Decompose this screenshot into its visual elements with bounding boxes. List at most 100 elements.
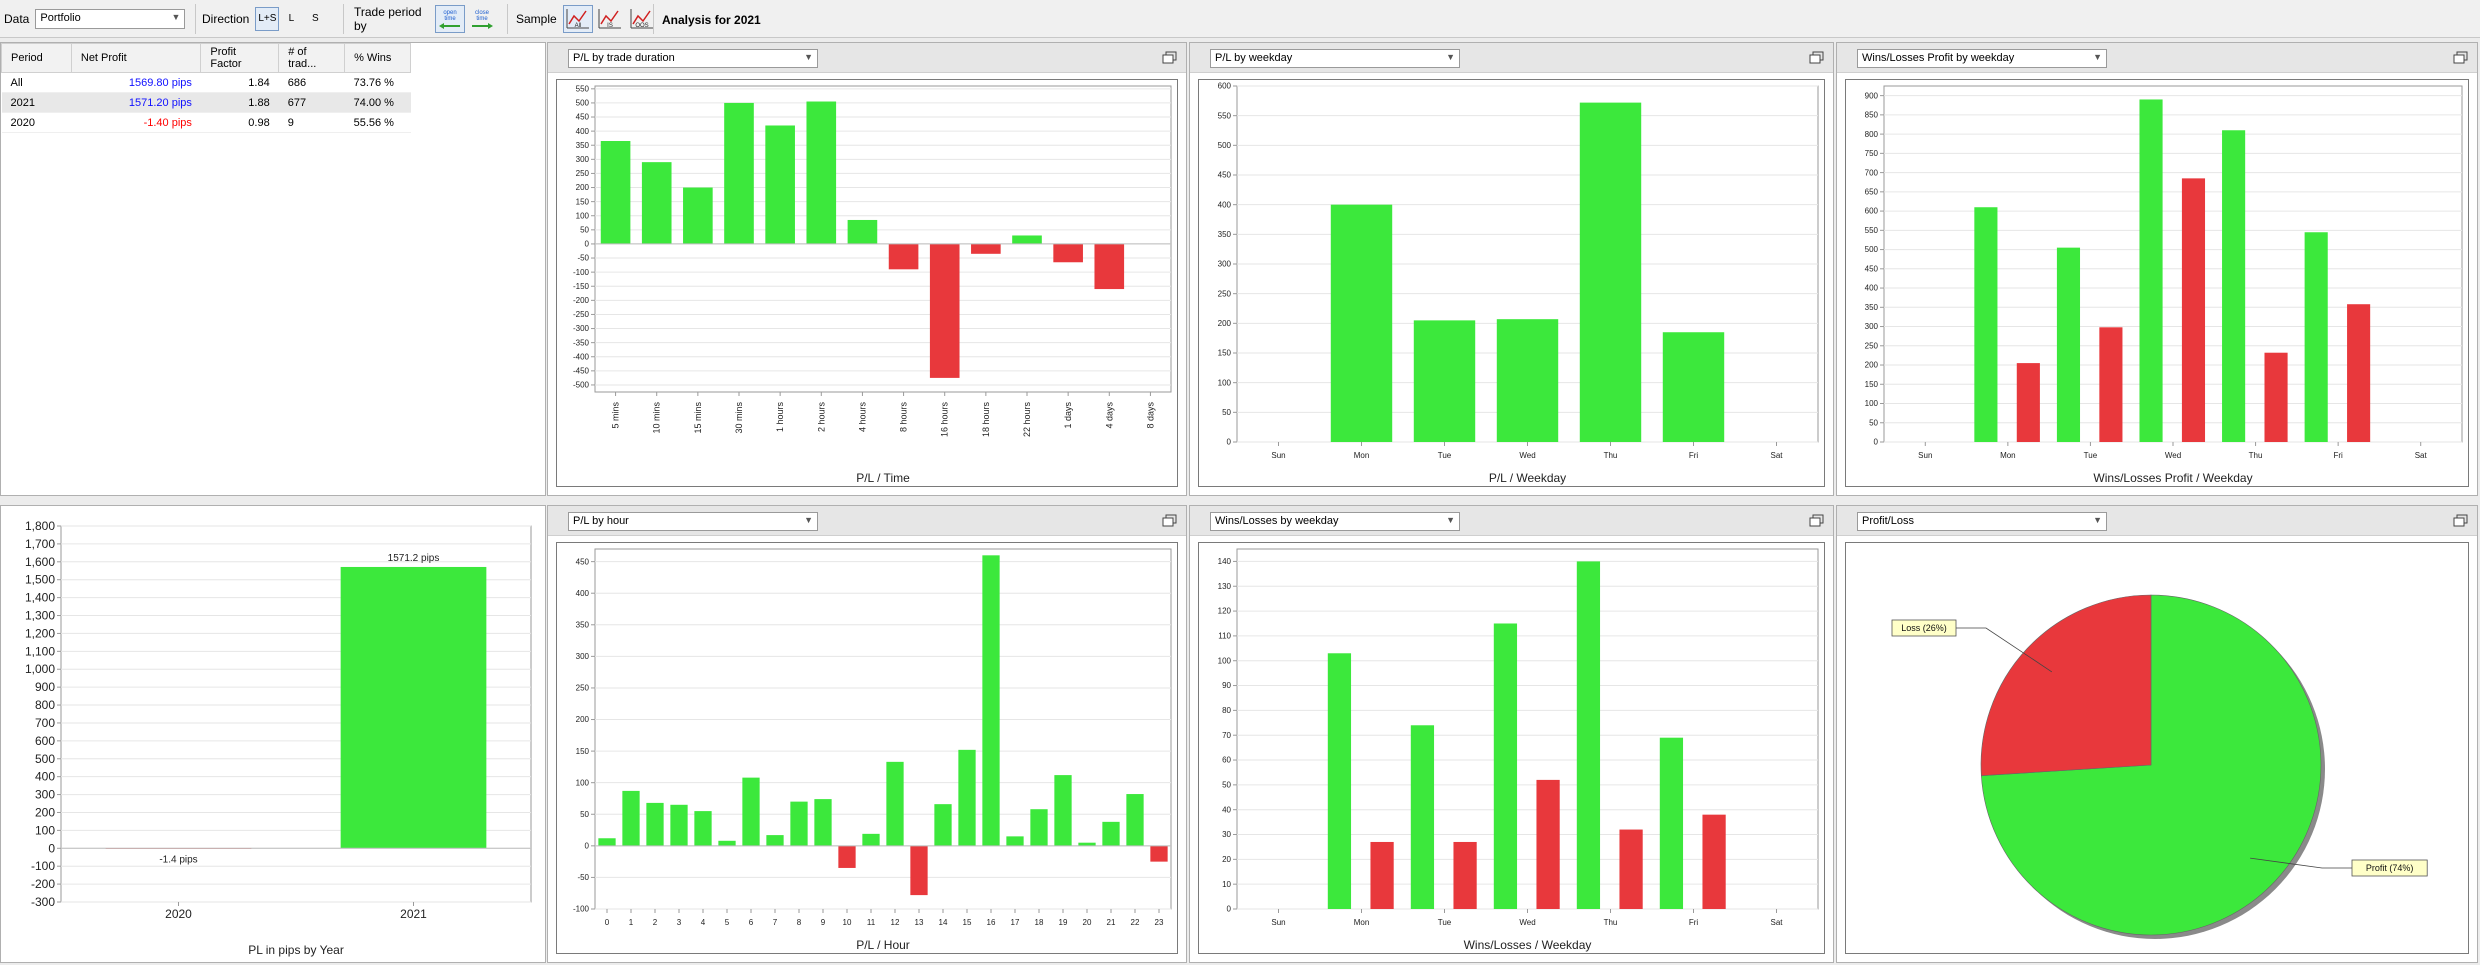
direction-l-button[interactable]: L bbox=[288, 13, 295, 24]
col-profit-factor[interactable]: Profit Factor bbox=[200, 43, 280, 73]
direction-group: Direction L+S L S bbox=[198, 4, 344, 34]
data-select[interactable]: Portfolio ▼ bbox=[35, 9, 186, 29]
chart-caption: P/L / Time bbox=[856, 471, 910, 485]
pie-label-box bbox=[2351, 859, 2428, 877]
x-tick-label: Wed bbox=[2165, 451, 2181, 460]
y-tick-label: -300 bbox=[31, 895, 55, 909]
col-wins[interactable]: % Wins bbox=[344, 43, 411, 73]
x-tick-label: Fri bbox=[1689, 451, 1699, 460]
bar bbox=[718, 840, 736, 846]
bar bbox=[929, 243, 960, 378]
col-trades[interactable]: # of trad... bbox=[278, 43, 346, 73]
bar bbox=[1150, 845, 1168, 862]
bar bbox=[886, 761, 904, 846]
y-tick-label: -500 bbox=[573, 381, 590, 390]
panel-header: P/L by trade duration ▼ bbox=[548, 43, 1186, 73]
y-tick-label: 60 bbox=[1222, 756, 1231, 765]
restore-window-icon[interactable] bbox=[2453, 51, 2469, 65]
direction-ls-button[interactable]: L+S bbox=[255, 7, 280, 31]
restore-window-icon[interactable] bbox=[1809, 514, 1825, 528]
table-row[interactable]: 2021 1571.20 pips 1.88 677 74.00 % bbox=[1, 92, 411, 113]
chart-caption: Wins/Losses Profit / Weekday bbox=[2093, 471, 2252, 485]
open-time-button[interactable]: open time bbox=[435, 5, 465, 33]
pie-label: Profit (74%) bbox=[2366, 863, 2414, 873]
y-tick-label: 40 bbox=[1222, 805, 1231, 814]
x-tick-label: 1 days bbox=[1063, 402, 1073, 429]
period-table: Period Net Profit Profit Factor # of tra… bbox=[1, 43, 411, 133]
y-tick-label: 0 bbox=[48, 841, 55, 855]
bar bbox=[982, 555, 1000, 846]
y-tick-label: 500 bbox=[576, 99, 590, 108]
bar bbox=[1413, 320, 1476, 442]
restore-window-icon[interactable] bbox=[1162, 514, 1178, 528]
chart-type-select[interactable]: P/L by trade duration ▼ bbox=[568, 49, 818, 68]
pie-slice bbox=[1980, 594, 2152, 776]
y-tick-label: 100 bbox=[576, 778, 590, 787]
y-tick-label: 50 bbox=[1869, 418, 1878, 427]
y-tick-label: 1,400 bbox=[25, 591, 55, 605]
bar bbox=[1330, 204, 1393, 442]
chart-type-select[interactable]: P/L by hour ▼ bbox=[568, 512, 818, 531]
bar bbox=[1327, 653, 1352, 909]
close-time-button[interactable]: close time bbox=[467, 5, 497, 33]
sample-out-button[interactable]: OOS bbox=[627, 5, 657, 33]
y-tick-label: 900 bbox=[35, 680, 55, 694]
sample-all-button[interactable]: All bbox=[562, 5, 593, 33]
sample-group: Sample All IS OOS bbox=[512, 4, 654, 34]
sample-in-button[interactable]: IS bbox=[595, 5, 625, 33]
chevron-down-icon: ▼ bbox=[804, 515, 813, 525]
plot-area bbox=[594, 85, 1172, 393]
chart-type-select[interactable]: Wins/Losses Profit by weekday ▼ bbox=[1857, 49, 2107, 68]
y-tick-label: 850 bbox=[1865, 111, 1879, 120]
bar bbox=[2099, 327, 2123, 442]
y-tick-label: -50 bbox=[577, 254, 589, 263]
x-tick-label: Fri bbox=[1689, 918, 1699, 927]
bar bbox=[1496, 319, 1559, 442]
chart-type-select[interactable]: P/L by weekday ▼ bbox=[1210, 49, 1460, 68]
col-period[interactable]: Period bbox=[1, 43, 72, 73]
y-tick-label: 130 bbox=[1218, 582, 1232, 591]
svg-text:All: All bbox=[574, 23, 581, 29]
bar bbox=[1493, 623, 1518, 909]
weekday-chart-panel: P/L by weekday ▼ 0 50 100 150 200 250 300 350 40… bbox=[1189, 42, 1834, 496]
bar bbox=[600, 140, 631, 244]
x-tick-label: Thu bbox=[1604, 918, 1618, 927]
hour-chart-panel: P/L by hour ▼ -100 -50 0 50 100 150 200 250 300 3… bbox=[547, 505, 1187, 963]
bar bbox=[806, 101, 837, 244]
y-tick-label: 800 bbox=[1865, 130, 1879, 139]
y-tick-label: 450 bbox=[1218, 171, 1232, 180]
chart-type-select[interactable]: Profit/Loss ▼ bbox=[1857, 512, 2107, 531]
bar bbox=[724, 102, 754, 244]
cell-trades: 9 bbox=[278, 112, 345, 133]
y-tick-label: 100 bbox=[576, 211, 590, 220]
duration-chart-svg: -500-450-400-350-300-250-200-150-100-500… bbox=[573, 84, 1172, 485]
bar bbox=[641, 162, 672, 244]
data-group: Data Portfolio ▼ bbox=[0, 4, 196, 34]
bar bbox=[910, 845, 928, 896]
panel-header: Wins/Losses by weekday ▼ bbox=[1190, 506, 1833, 536]
x-tick-label: Wed bbox=[1519, 451, 1535, 460]
y-tick-label: 350 bbox=[1218, 230, 1232, 239]
cell-period: 2021 bbox=[1, 92, 72, 113]
x-tick-label: Sat bbox=[2415, 451, 2428, 460]
restore-window-icon[interactable] bbox=[1809, 51, 1825, 65]
bar bbox=[1078, 842, 1096, 846]
col-net-profit[interactable]: Net Profit bbox=[70, 43, 202, 73]
y-tick-label: 550 bbox=[576, 84, 590, 93]
chart-type-select[interactable]: Wins/Losses by weekday ▼ bbox=[1210, 512, 1460, 531]
restore-window-icon[interactable] bbox=[2453, 514, 2469, 528]
table-row[interactable]: All 1569.80 pips 1.84 686 73.76 % bbox=[1, 72, 411, 93]
x-tick-label: 4 bbox=[701, 918, 706, 927]
y-tick-label: -350 bbox=[573, 338, 590, 347]
bar bbox=[971, 243, 1001, 254]
x-tick-label: Sun bbox=[1918, 451, 1932, 460]
restore-window-icon[interactable] bbox=[1162, 51, 1178, 65]
table-row[interactable]: 2020 -1.40 pips 0.98 9 55.56 % bbox=[1, 112, 411, 133]
cell-wins: 74.00 % bbox=[344, 92, 411, 113]
y-tick-label: 800 bbox=[35, 698, 55, 712]
direction-s-button[interactable]: S bbox=[312, 13, 319, 24]
x-tick-label: 5 bbox=[725, 918, 730, 927]
svg-text:time: time bbox=[444, 16, 456, 22]
period-table-panel: Period Net Profit Profit Factor # of tra… bbox=[0, 42, 546, 496]
